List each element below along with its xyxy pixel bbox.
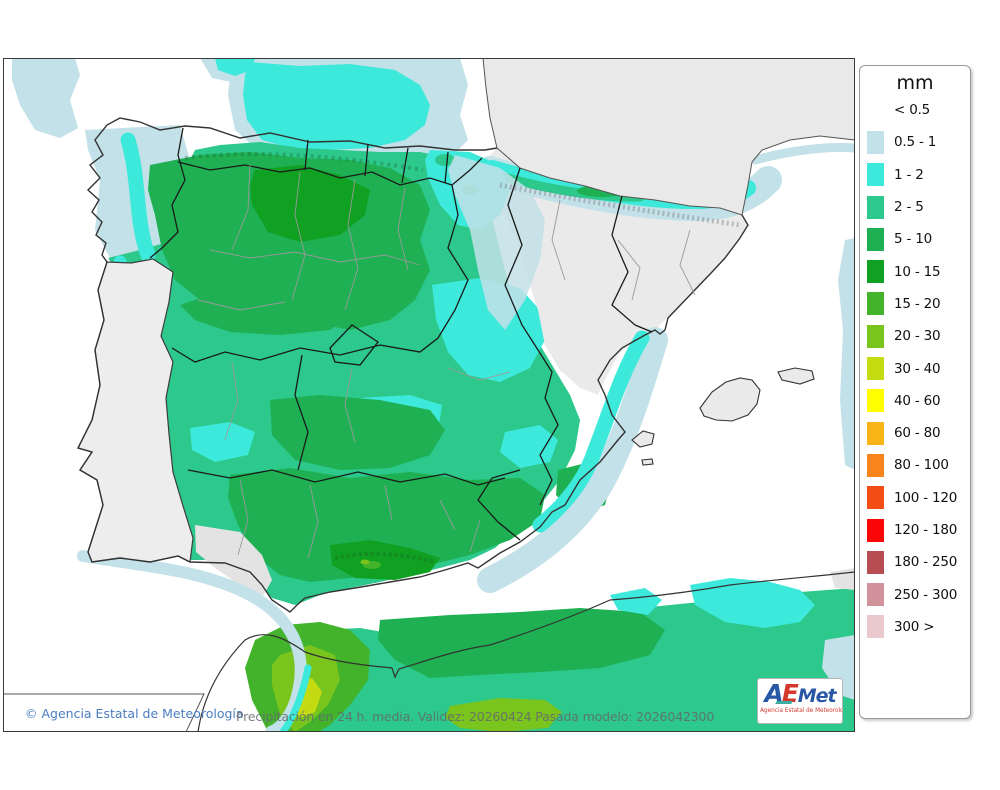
aemet-logo-teal-accent xyxy=(775,701,793,704)
legend-entry: 10 - 15 xyxy=(860,255,970,287)
se-cyan-patches xyxy=(610,578,815,628)
precip-layer-1-2mm-sea xyxy=(215,58,430,150)
aemet-logo-letter-e: E xyxy=(781,679,799,708)
legend-title: mm xyxy=(896,72,934,94)
legend-label: 40 - 60 xyxy=(894,392,941,409)
legend-entry: 40 - 60 xyxy=(860,385,970,417)
sw-coast-cyan-band xyxy=(279,664,312,732)
legend-entry: 20 - 30 xyxy=(860,320,970,352)
legend-swatch xyxy=(867,583,884,607)
legend-entry: 15 - 20 xyxy=(860,288,970,320)
legend-swatch xyxy=(867,550,884,574)
map-frame xyxy=(3,58,855,732)
legend-entry: 250 - 300 xyxy=(860,578,970,610)
legend-entry: 300 > xyxy=(860,611,970,643)
copyright-box-background xyxy=(3,694,204,732)
precip-layer-20-30mm xyxy=(272,645,562,732)
legend-swatch xyxy=(867,195,884,219)
legend-label: 100 - 120 xyxy=(894,489,958,506)
legend-entry: 2 - 5 xyxy=(860,191,970,223)
aemet-logo-letter-a: A xyxy=(764,679,783,708)
copyright-box-edge xyxy=(3,693,205,732)
legend-swatch xyxy=(867,357,884,381)
legend-label: 15 - 20 xyxy=(894,295,941,312)
legend-entry: 30 - 40 xyxy=(860,352,970,384)
sierra-nevada-20-30mm-spot xyxy=(360,559,370,565)
french-med-pale-band xyxy=(750,143,855,165)
aemet-logo-caption: Agencia Estatal de Meteorología xyxy=(760,707,843,714)
navarra-pale-wash xyxy=(448,155,545,330)
aemet-logo: AEMet Agencia Estatal de Meteorología xyxy=(757,678,843,724)
se-corner-pale xyxy=(822,635,855,700)
legend-swatch xyxy=(867,518,884,542)
legend-entry: 60 - 80 xyxy=(860,417,970,449)
basque-green-spot-1 xyxy=(435,154,455,166)
province-borders xyxy=(197,164,696,559)
legend-label: 120 - 180 xyxy=(894,522,958,538)
france-land xyxy=(482,58,855,216)
legend-entry: 80 - 100 xyxy=(860,449,970,481)
right-edge-pale-strip xyxy=(838,238,855,470)
legend-entry: 5 - 10 xyxy=(860,223,970,255)
legend-label: < 0.5 xyxy=(894,102,931,119)
aemet-logo-wordmark: AEMet xyxy=(758,679,842,709)
legend-swatch xyxy=(867,615,884,639)
legend-swatch xyxy=(867,389,884,413)
precip-layer-5-10mm xyxy=(148,152,665,678)
aemet-logo-letters-met: Met xyxy=(797,685,837,707)
legend-swatch xyxy=(867,99,884,122)
legend-swatch xyxy=(867,163,884,187)
legend-label: 1 - 2 xyxy=(894,166,924,183)
legend-label: 5 - 10 xyxy=(894,231,933,248)
legend-swatch xyxy=(867,486,884,510)
legend-label: 10 - 15 xyxy=(894,263,941,280)
pyrenees-terrain xyxy=(499,182,741,228)
legend-swatch xyxy=(867,292,884,316)
legend-swatch xyxy=(867,421,884,445)
balearic-islands xyxy=(631,367,815,466)
legend-label: 2 - 5 xyxy=(894,199,924,216)
legend-entry: 0.5 - 1 xyxy=(860,126,970,158)
east-coast-cyan-band xyxy=(532,330,650,533)
legend-label: 30 - 40 xyxy=(894,360,941,377)
precipitation-map xyxy=(3,58,855,732)
community-borders xyxy=(149,127,653,541)
legend-label: 60 - 80 xyxy=(894,425,941,442)
legend-label: 180 - 250 xyxy=(894,554,958,571)
legend-label: 250 - 300 xyxy=(894,586,958,603)
legend-entry: 120 - 180 xyxy=(860,514,970,546)
africa-coastline xyxy=(197,571,855,732)
legend-entry: < 0.5 xyxy=(860,94,970,126)
iberia-coastline xyxy=(76,117,749,613)
galicia-cyan-band xyxy=(120,132,156,263)
legend-swatch xyxy=(867,227,884,251)
precip-layer-10-15mm xyxy=(250,165,440,580)
legend-label: 80 - 100 xyxy=(894,457,949,474)
cantabrian-range-terrain xyxy=(184,152,424,172)
legend-swatch xyxy=(867,453,884,477)
legend-panel: mm < 0.5 0.5 - 1 1 - 2 2 - 5 5 - 10 xyxy=(859,65,971,719)
legend-swatch xyxy=(867,324,884,348)
legend-label: 0.5 - 1 xyxy=(894,134,937,151)
copyright-text: © Agencia Estatal de Meteorología xyxy=(25,706,244,721)
precip-layer-1-2mm-holes xyxy=(190,278,600,468)
east-coast-pale-band xyxy=(477,327,668,593)
cadiz-dry-patch xyxy=(195,525,272,598)
legend-entry: 100 - 120 xyxy=(860,482,970,514)
legend-label: 20 - 30 xyxy=(894,328,941,345)
legend-swatch xyxy=(867,130,884,154)
legend-entry: 180 - 250 xyxy=(860,546,970,578)
legend-label: 300 > xyxy=(894,618,935,635)
legend-swatch xyxy=(867,260,884,284)
legend-rows: < 0.5 0.5 - 1 1 - 2 2 - 5 5 - 10 10 - 15 xyxy=(860,94,970,643)
legend-entry: 1 - 2 xyxy=(860,159,970,191)
model-run-info-text: Precipitación en 24 h. media. Validez: 2… xyxy=(236,709,715,724)
